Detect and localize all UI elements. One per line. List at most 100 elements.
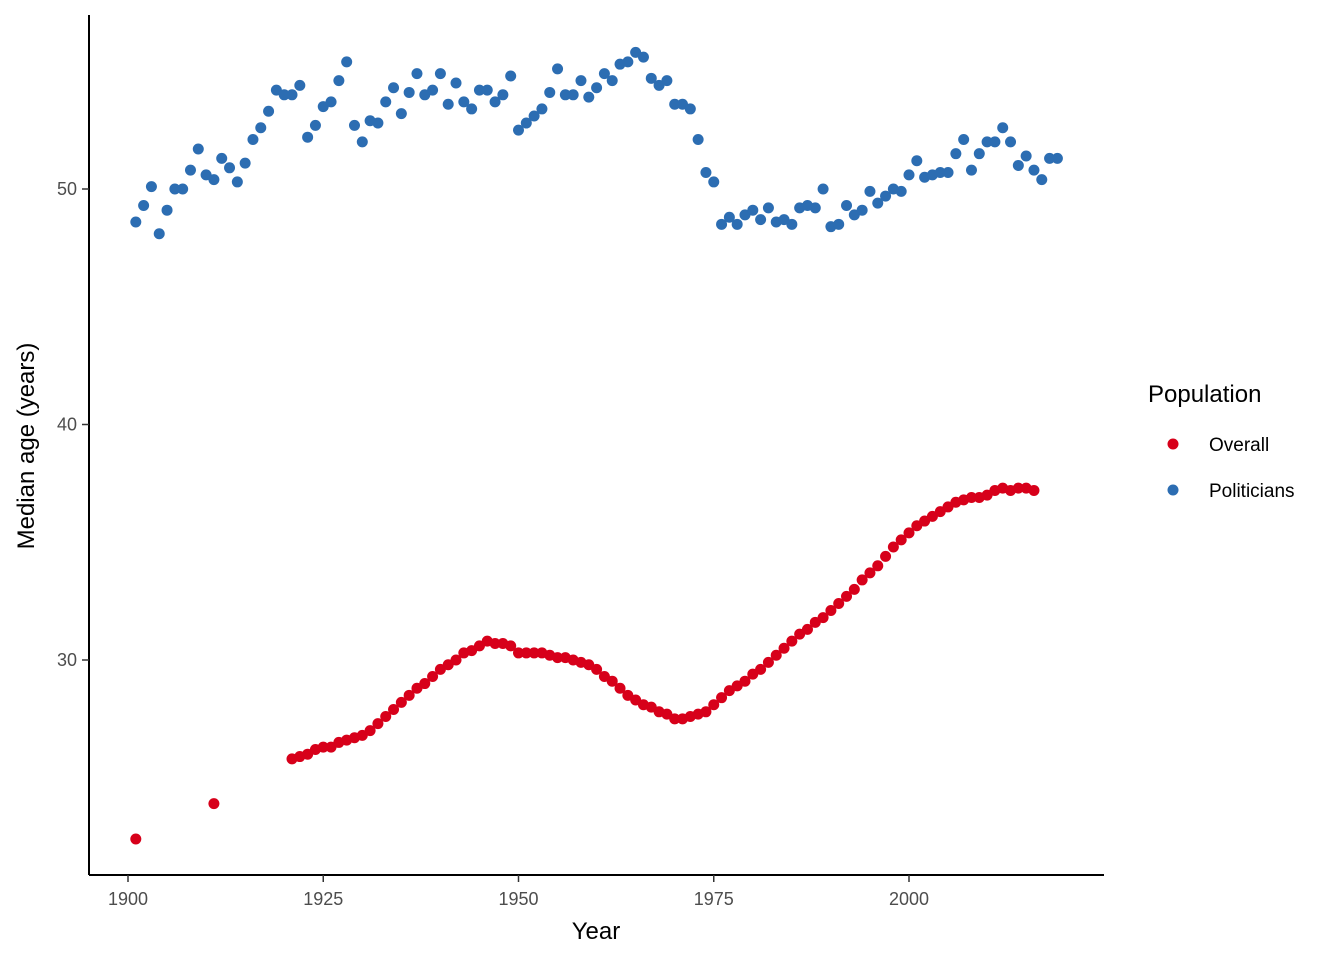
data-point-politicians	[645, 72, 657, 84]
legend-label-politicians: Politicians	[1209, 481, 1295, 502]
x-tick-label: 2000	[889, 889, 929, 909]
data-point-overall	[880, 550, 892, 562]
data-point-politicians	[325, 96, 337, 108]
data-point-politicians	[216, 152, 228, 164]
data-point-politicians	[434, 68, 446, 80]
data-point-politicians	[598, 68, 610, 80]
data-point-politicians	[489, 96, 501, 108]
x-axis-title: Year	[572, 918, 621, 945]
series-politicians	[130, 46, 1063, 240]
data-point-politicians	[442, 98, 454, 110]
data-point-overall	[606, 675, 618, 687]
data-point-politicians	[536, 103, 548, 115]
data-point-overall	[887, 541, 899, 553]
data-point-politicians	[1044, 152, 1056, 164]
data-point-politicians	[856, 204, 868, 216]
data-point-politicians	[864, 185, 876, 197]
data-point-politicians	[786, 218, 798, 230]
data-point-politicians	[989, 136, 1001, 148]
data-point-politicians	[880, 190, 892, 202]
data-point-politicians	[661, 75, 673, 87]
legend-title: Population	[1148, 381, 1261, 408]
data-point-politicians	[145, 181, 157, 193]
data-point-overall	[872, 560, 884, 572]
data-point-politicians	[184, 164, 196, 176]
data-point-politicians	[1028, 164, 1040, 176]
data-point-politicians	[700, 167, 712, 179]
data-point-politicians	[723, 211, 735, 223]
data-point-overall	[895, 534, 907, 546]
data-point-overall	[450, 654, 462, 666]
data-point-politicians	[388, 82, 400, 94]
data-point-politicians	[177, 183, 189, 195]
data-point-politicians	[161, 204, 173, 216]
data-point-politicians	[716, 218, 728, 230]
data-point-politicians	[637, 51, 649, 63]
data-point-politicians	[911, 155, 923, 167]
data-point-politicians	[981, 136, 993, 148]
data-point-politicians	[395, 108, 407, 120]
data-point-politicians	[153, 228, 165, 240]
legend: Population Overall Politicians	[1148, 381, 1295, 502]
data-point-politicians	[208, 174, 220, 186]
data-point-politicians	[575, 75, 587, 87]
data-point-politicians	[513, 124, 524, 136]
data-point-overall	[778, 642, 790, 654]
data-point-overall	[388, 703, 400, 715]
data-point-politicians	[138, 199, 150, 211]
data-point-politicians	[872, 197, 884, 209]
data-point-politicians	[809, 202, 821, 214]
data-point-politicians	[528, 110, 540, 122]
data-point-overall	[739, 675, 751, 687]
data-point-politicians	[731, 218, 743, 230]
data-point-overall	[817, 612, 829, 624]
data-point-overall	[770, 649, 782, 661]
data-point-politicians	[411, 68, 423, 80]
data-point-overall	[669, 713, 681, 725]
data-point-overall	[833, 597, 845, 609]
data-point-politicians	[1012, 159, 1024, 171]
data-point-politicians	[466, 103, 478, 115]
data-point-overall	[755, 663, 767, 675]
data-point-overall	[552, 652, 564, 664]
data-point-politicians	[169, 183, 181, 195]
data-point-politicians	[380, 96, 392, 108]
data-point-politicians	[958, 134, 970, 146]
data-point-overall	[864, 567, 876, 579]
data-point-politicians	[755, 214, 767, 226]
data-point-politicians	[247, 134, 259, 146]
data-point-overall	[419, 678, 431, 690]
data-point-overall	[762, 656, 774, 668]
data-point-politicians	[583, 91, 595, 103]
data-point-politicians	[473, 84, 485, 96]
data-point-politicians	[606, 75, 618, 87]
data-point-overall	[856, 574, 868, 586]
data-point-overall	[528, 647, 540, 659]
data-point-politicians	[622, 56, 634, 68]
data-point-politicians	[309, 119, 321, 131]
data-point-politicians	[692, 134, 704, 146]
data-point-politicians	[684, 103, 696, 115]
data-point-overall	[317, 741, 329, 753]
data-point-politicians	[255, 122, 267, 134]
data-point-politicians	[942, 167, 954, 179]
series-overall	[130, 482, 1040, 845]
data-point-politicians	[302, 131, 314, 143]
data-point-politicians	[1051, 152, 1063, 164]
data-point-overall	[380, 711, 392, 723]
data-point-politicians	[762, 202, 774, 214]
data-point-politicians	[263, 105, 275, 117]
data-point-overall	[364, 725, 376, 737]
legend-key-politicians	[1167, 484, 1179, 496]
data-point-politicians	[403, 86, 415, 98]
data-point-politicians	[192, 143, 204, 155]
data-point-overall	[903, 527, 915, 539]
data-point-politicians	[973, 148, 985, 160]
data-point-politicians	[239, 157, 251, 169]
data-point-politicians	[669, 98, 681, 110]
data-point-politicians	[427, 84, 439, 96]
data-point-overall	[700, 706, 712, 718]
data-point-politicians	[747, 204, 759, 216]
data-point-overall	[513, 647, 524, 659]
data-point-overall	[520, 647, 532, 659]
